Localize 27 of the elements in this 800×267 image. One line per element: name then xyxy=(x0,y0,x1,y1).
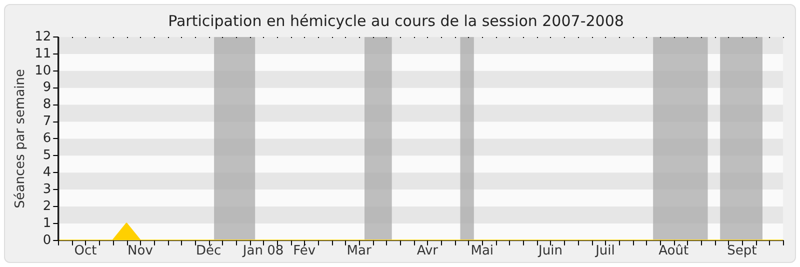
y-tick-label: 11 xyxy=(34,46,52,62)
y-tick-label: 6 xyxy=(42,131,52,146)
x-tick-label: Mai xyxy=(470,244,494,259)
x-tick-label: Oct xyxy=(74,244,97,259)
y-tick-label: 0 xyxy=(42,232,52,248)
y-tick-label: 1 xyxy=(42,216,52,231)
y-tick-label: 4 xyxy=(42,164,52,180)
x-tick-label: Avr xyxy=(416,244,439,259)
x-tick-label: Sept xyxy=(727,244,757,259)
y-tick-label: 2 xyxy=(42,198,52,214)
y-tick-label: 12 xyxy=(34,29,52,44)
x-tick-label: Jan 08 xyxy=(242,244,284,259)
chart-title: Participation en hémicycle au cours de la session 2007-2008 xyxy=(168,12,624,30)
y-tick-label: 8 xyxy=(42,97,52,112)
x-tick-label: Déc xyxy=(196,244,222,259)
x-tick-label: Juil xyxy=(594,244,615,259)
x-tick-label: Mar xyxy=(346,244,372,259)
y-tick-label: 7 xyxy=(42,114,52,130)
y-tick-label: 10 xyxy=(34,63,52,78)
x-tick-label: Nov xyxy=(128,244,154,259)
y-tick-label: 5 xyxy=(42,148,52,164)
x-tick-label: Août xyxy=(658,244,689,259)
x-tick-label: Juin xyxy=(538,244,562,259)
y-tick-label: 9 xyxy=(42,80,52,96)
x-tick-label: Fév xyxy=(293,244,316,259)
y-axis-title: Séances par semaine xyxy=(13,68,28,208)
y-tick-label: 3 xyxy=(42,182,52,197)
